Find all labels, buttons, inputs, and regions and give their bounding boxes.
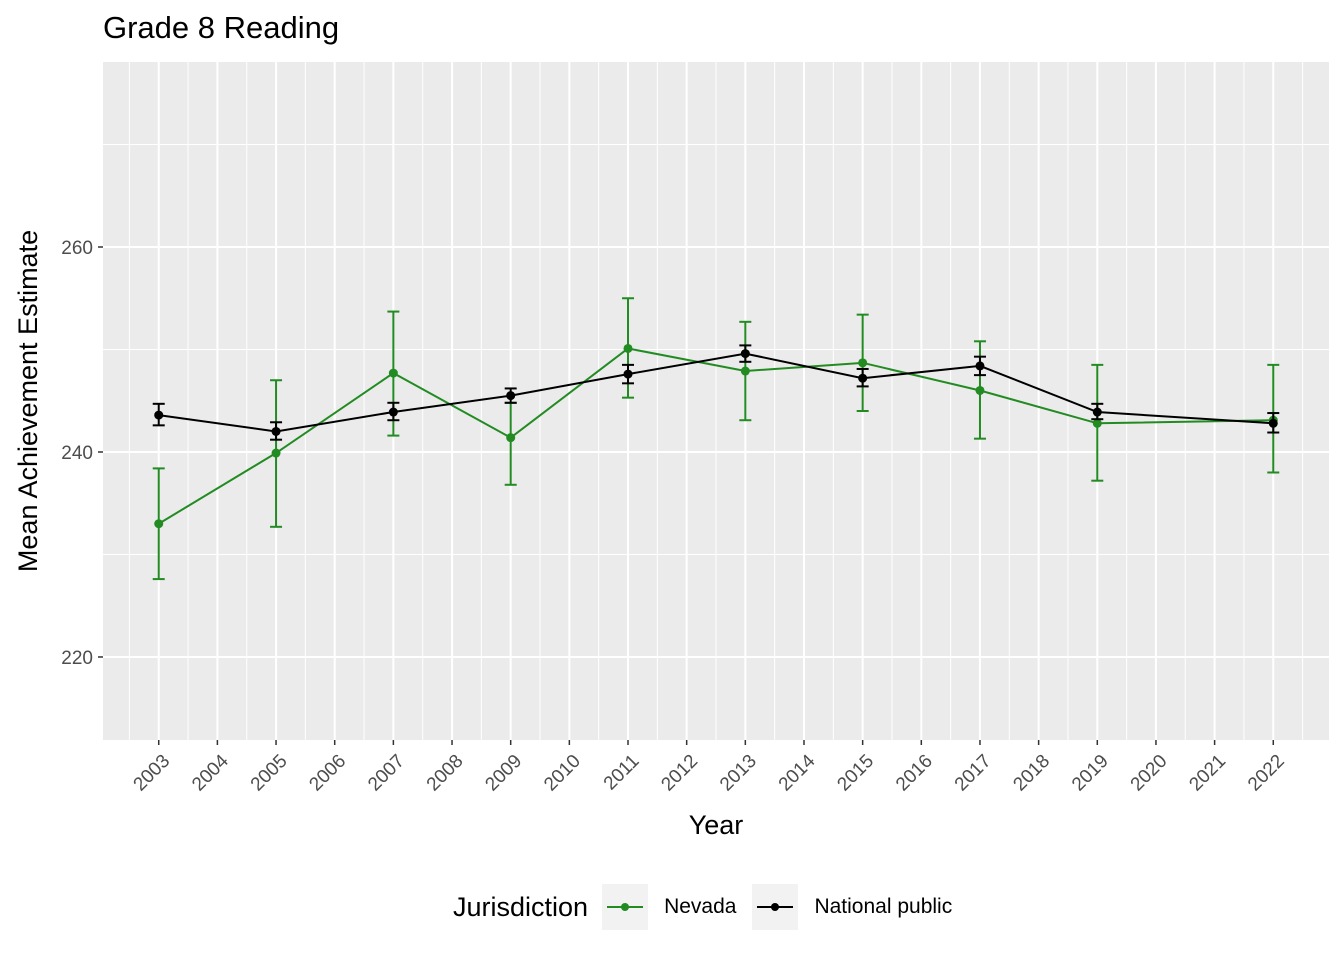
x-tick-label: 2006 xyxy=(305,751,350,796)
point-nevada xyxy=(858,358,868,368)
legend-key-national-public xyxy=(752,884,799,930)
x-tick-label: 2008 xyxy=(423,751,468,796)
legend: Jurisdiction Nevada National public xyxy=(453,884,968,930)
y-tick-label: 240 xyxy=(61,443,93,464)
x-tick-label: 2022 xyxy=(1244,751,1289,796)
legend-key-nevada xyxy=(602,884,649,930)
point-national-public xyxy=(271,426,281,436)
series-line-nevada xyxy=(158,347,1274,525)
x-tick-label: 2010 xyxy=(540,751,585,796)
point-nevada xyxy=(623,343,633,353)
x-axis-label: Year xyxy=(689,810,744,840)
point-national-public xyxy=(858,373,868,383)
x-tick-label: 2014 xyxy=(775,750,820,795)
x-tick-label: 2021 xyxy=(1185,751,1230,796)
x-tick-label: 2011 xyxy=(600,751,644,795)
point-nevada xyxy=(271,448,281,458)
series-line-national-public xyxy=(158,352,1274,433)
x-tick-label: 2012 xyxy=(657,751,702,796)
x-tick-label: 2004 xyxy=(188,750,233,795)
point-national-public xyxy=(740,349,750,359)
x-tick-label: 2015 xyxy=(833,751,878,796)
y-tick-label: 220 xyxy=(61,648,93,669)
x-tick-label: 2018 xyxy=(1009,751,1054,796)
y-tick-label: 260 xyxy=(61,238,93,259)
point-national-public xyxy=(975,361,985,371)
point-nevada xyxy=(1092,418,1102,428)
x-tick-label: 2017 xyxy=(951,751,996,796)
point-nevada xyxy=(506,433,516,443)
x-tick-label: 2019 xyxy=(1068,751,1113,796)
point-nevada xyxy=(975,385,985,395)
legend-title: Jurisdiction xyxy=(453,891,589,922)
point-national-public xyxy=(623,369,633,379)
x-tick-label: 2009 xyxy=(481,751,526,796)
x-tick-label: 2016 xyxy=(892,751,937,796)
x-tick-label: 2020 xyxy=(1127,751,1172,796)
point-national-public xyxy=(1268,418,1278,428)
point-nevada xyxy=(388,368,398,378)
point-national-public xyxy=(506,391,516,401)
point-national-public xyxy=(388,407,398,417)
legend-label-nevada: Nevada xyxy=(664,895,737,918)
point-national-public xyxy=(154,410,164,420)
point-nevada xyxy=(740,366,750,376)
x-tick-label: 2005 xyxy=(247,751,292,796)
x-tick-label: 2007 xyxy=(364,751,409,796)
point-nevada xyxy=(154,519,164,529)
legend-label-national-public: National public xyxy=(814,895,953,918)
y-axis-label: Mean Achievement Estimate xyxy=(13,230,43,572)
x-tick-label: 2013 xyxy=(716,751,761,796)
chart-title: Grade 8 Reading xyxy=(103,10,340,45)
point-national-public xyxy=(1092,407,1102,417)
x-tick-label: 2003 xyxy=(130,751,175,796)
